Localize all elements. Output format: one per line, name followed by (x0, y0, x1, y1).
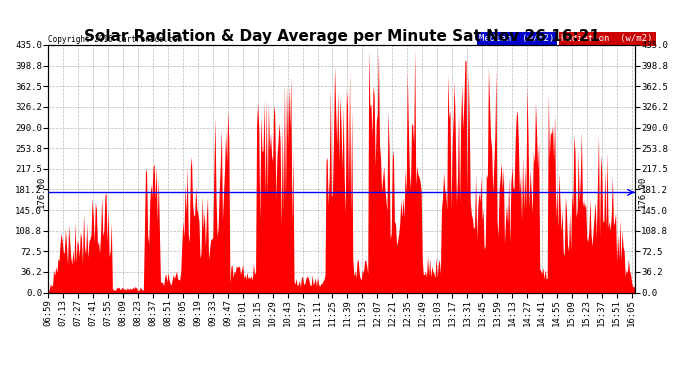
Text: Copyright 2016 Cartronics.com: Copyright 2016 Cartronics.com (48, 35, 182, 44)
Text: Radiation  (w/m2): Radiation (w/m2) (562, 34, 653, 44)
Text: 176.00: 176.00 (638, 176, 647, 209)
Text: 176.00: 176.00 (37, 176, 46, 209)
Text: Median  (w/m2): Median (w/m2) (480, 34, 555, 44)
Title: Solar Radiation & Day Average per Minute Sat Nov 26 16:21: Solar Radiation & Day Average per Minute… (83, 29, 600, 44)
